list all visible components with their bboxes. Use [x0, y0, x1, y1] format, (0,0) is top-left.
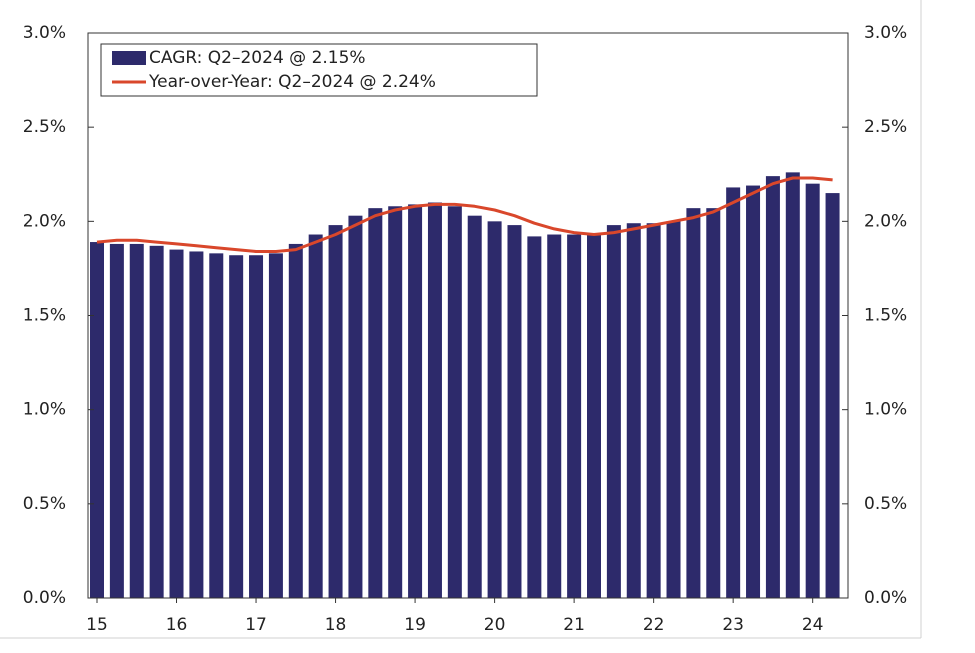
bar	[447, 206, 462, 598]
bar	[746, 185, 761, 599]
bar	[785, 172, 800, 598]
legend-box	[100, 43, 538, 97]
y-tick-label: 0.5%	[23, 494, 66, 514]
bar	[567, 234, 582, 598]
bar	[90, 242, 104, 599]
x-tick-label: 24	[802, 615, 824, 635]
bar	[825, 193, 840, 599]
y2-tick-label: 2.5%	[864, 117, 907, 137]
y-tick-label: 1.0%	[23, 400, 66, 420]
bar	[487, 221, 502, 599]
y-tick-label: 1.5%	[23, 306, 66, 326]
bar	[328, 225, 343, 598]
legend-label: Year-over-Year: Q2–2024 @ 2.24%	[148, 72, 436, 92]
legend: CAGR: Q2–2024 @ 2.15% Year-over-Year: Q2–…	[100, 43, 538, 97]
x-tick-label: 21	[563, 615, 585, 635]
x-tick-label: 16	[166, 615, 188, 635]
y2-tick-label: 3.0%	[864, 23, 907, 43]
bar	[109, 243, 124, 598]
bar	[646, 223, 661, 598]
bar	[626, 223, 641, 598]
legend-label: CAGR: Q2–2024 @ 2.15%	[149, 48, 366, 68]
x-tick-label: 22	[643, 615, 665, 635]
bar	[547, 234, 562, 598]
y2-tick-label: 0.5%	[864, 494, 907, 514]
bar	[606, 225, 621, 598]
bar	[229, 255, 244, 598]
x-tick-label: 17	[245, 615, 267, 635]
bar	[169, 249, 184, 599]
line	[96, 176, 833, 253]
bar	[189, 251, 204, 598]
bar	[209, 253, 224, 598]
bar	[348, 215, 363, 598]
y2-tick-label: 1.0%	[864, 400, 907, 420]
y-tick-label: 2.0%	[23, 211, 66, 231]
bar	[706, 208, 721, 598]
bar	[149, 245, 164, 599]
x-tick-label: 20	[484, 615, 506, 635]
y2-tick-label: 2.0%	[864, 211, 907, 231]
bar	[726, 187, 741, 598]
bar	[765, 176, 780, 598]
bar	[587, 234, 601, 598]
x-tick-label: 18	[325, 615, 347, 635]
y-tick-label: 0.0%	[23, 588, 66, 608]
bar	[507, 225, 522, 598]
bar	[129, 243, 144, 598]
bar	[805, 183, 820, 598]
bar	[467, 215, 482, 598]
y-tick-label: 2.5%	[23, 117, 66, 137]
y-tick-label: 3.0%	[23, 23, 66, 43]
y2-tick-label: 0.0%	[864, 588, 907, 608]
bar	[408, 204, 423, 598]
bar	[427, 202, 442, 598]
bar	[368, 208, 383, 598]
y2-tick-label: 1.5%	[864, 306, 907, 326]
bar	[249, 255, 264, 598]
x-tick-label: 19	[404, 615, 426, 635]
bar	[288, 243, 303, 598]
bar	[308, 234, 323, 598]
legend-swatch	[112, 51, 146, 65]
bar	[527, 236, 542, 598]
x-tick-label: 15	[86, 615, 108, 635]
bar	[686, 208, 701, 598]
x-tick-label: 23	[722, 615, 744, 635]
bar	[388, 206, 403, 598]
bar	[666, 221, 681, 599]
bar	[268, 253, 283, 598]
